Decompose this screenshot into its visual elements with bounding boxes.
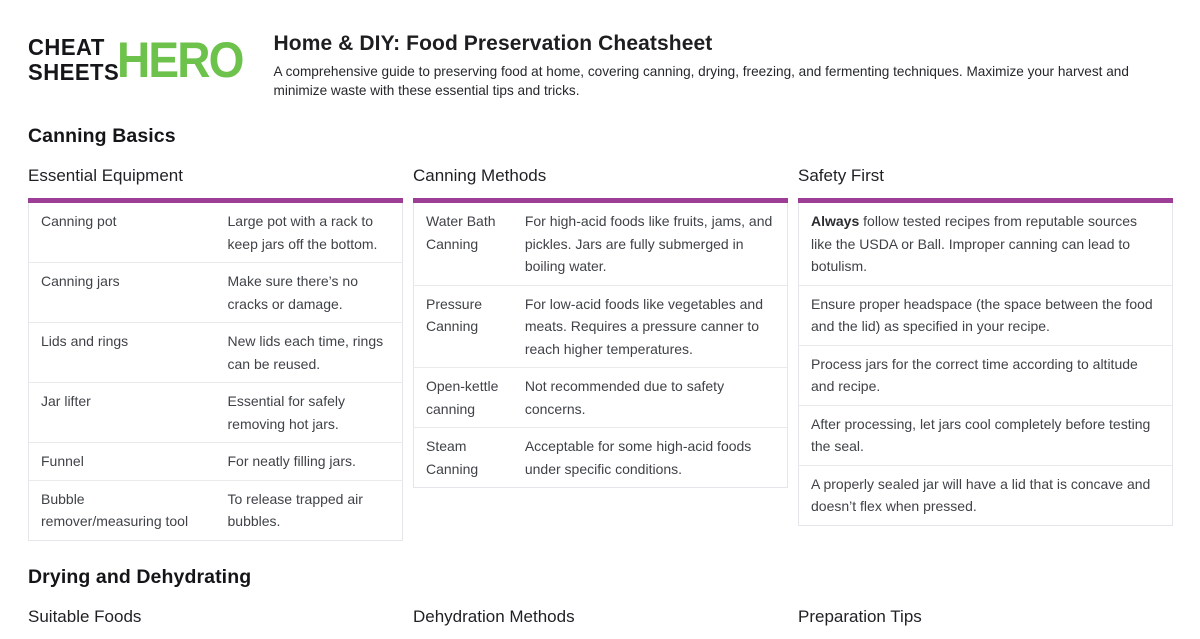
safety-item-bold: Always: [811, 213, 860, 229]
method-desc: For high-acid foods like fruits, jams, a…: [524, 213, 773, 274]
safety-item: Always follow tested recipes from reputa…: [799, 203, 1172, 285]
accent-bar: [28, 198, 403, 203]
logo-word-hero: HERO: [117, 32, 244, 88]
equipment-term: Canning pot: [41, 213, 117, 229]
header-text: Home & DIY: Food Preservation Cheatsheet…: [274, 30, 1174, 100]
equipment-term: Jar lifter: [41, 393, 91, 409]
safety-item-text: follow tested recipes from reputable sou…: [811, 213, 1138, 274]
equipment-desc: For neatly filling jars.: [227, 453, 356, 469]
logo-word-cheat: CHEAT: [28, 34, 105, 60]
card-dehydration-methods: Dehydration Methods: [413, 607, 788, 639]
method-term: Pressure Canning: [426, 295, 483, 335]
section-title-canning-basics: Canning Basics: [28, 125, 176, 147]
card-title-essential-equipment: Essential Equipment: [28, 166, 183, 185]
canning-methods-table: Water Bath Canning For high-acid foods l…: [413, 203, 788, 488]
method-desc: Not recommended due to safety concerns.: [524, 378, 725, 417]
table-row: Water Bath Canning For high-acid foods l…: [414, 203, 787, 286]
table-row: Always follow tested recipes from reputa…: [799, 203, 1172, 286]
method-term: Water Bath Canning: [426, 213, 496, 252]
method-desc: For low-acid foods like vegetables and m…: [524, 295, 763, 357]
equipment-term: Lids and rings: [41, 333, 129, 349]
card-title-suitable-foods: Suitable Foods: [28, 606, 142, 626]
card-title-canning-methods: Canning Methods: [413, 166, 547, 185]
card-suitable-foods: Suitable Foods: [28, 607, 403, 639]
table-row: Steam Canning Acceptable for some high-a…: [414, 428, 787, 487]
card-essential-equipment: Essential Equipment Canning pot Large po…: [28, 166, 403, 541]
page-subtitle: A comprehensive guide to preserving food…: [273, 64, 1129, 98]
section-title-drying-dehydrating: Drying and Dehydrating: [28, 565, 252, 588]
equipment-term: Canning jars: [41, 273, 120, 289]
table-row: Bubble remover/measuring tool To release…: [29, 481, 402, 540]
safety-item: A properly sealed jar will have a lid th…: [799, 466, 1172, 525]
method-term: Steam Canning: [426, 438, 479, 477]
accent-bar: [798, 198, 1173, 203]
method-desc: Acceptable for some high-acid foods unde…: [524, 438, 752, 477]
table-row: Open-kettle canning Not recommended due …: [414, 368, 787, 428]
safety-item-text: After processing, let jars cool complete…: [811, 415, 1151, 455]
table-row: A properly sealed jar will have a lid th…: [799, 466, 1172, 525]
equipment-desc: Make sure there’s no cracks or damage.: [227, 273, 358, 312]
page-header: CHEAT SHEETS HERO Home & DIY: Food Prese…: [28, 30, 1173, 100]
safety-first-table: Always follow tested recipes from reputa…: [798, 203, 1173, 526]
equipment-desc: Essential for safely removing hot jars.: [227, 393, 346, 432]
table-row: After processing, let jars cool complete…: [799, 406, 1172, 466]
logo-wordmark: CHEAT SHEETS: [28, 35, 123, 85]
accent-bar: [413, 198, 788, 203]
essential-equipment-table: Canning pot Large pot with a rack to kee…: [28, 203, 403, 541]
card-title-preparation-tips: Preparation Tips: [798, 606, 922, 626]
page-title: Home & DIY: Food Preservation Cheatsheet: [273, 32, 713, 55]
table-row: Jar lifter Essential for safely removing…: [29, 383, 402, 443]
safety-item: After processing, let jars cool complete…: [799, 406, 1172, 465]
table-row: Lids and rings New lids each time, rings…: [29, 323, 402, 383]
card-canning-methods: Canning Methods Water Bath Canning For h…: [413, 166, 788, 488]
table-row: Ensure proper headspace (the space betwe…: [799, 286, 1172, 346]
drying-cards: Suitable Foods Dehydration Methods Prepa…: [28, 607, 1173, 639]
card-preparation-tips: Preparation Tips: [798, 607, 1173, 639]
safety-item: Ensure proper headspace (the space betwe…: [799, 286, 1172, 345]
table-row: Canning jars Make sure there’s no cracks…: [29, 263, 402, 323]
safety-item-text: Ensure proper headspace (the space betwe…: [811, 295, 1153, 335]
card-title-safety-first: Safety First: [798, 166, 884, 185]
logo-word-sheets: SHEETS: [28, 59, 120, 85]
table-row: Canning pot Large pot with a rack to kee…: [29, 203, 402, 263]
safety-item: Process jars for the correct time accord…: [799, 346, 1172, 405]
equipment-desc: Large pot with a rack to keep jars off t…: [227, 213, 378, 252]
method-term: Open-kettle canning: [426, 378, 499, 417]
canning-cards: Essential Equipment Canning pot Large po…: [28, 166, 1173, 541]
equipment-term: Bubble remover/measuring tool: [41, 490, 189, 530]
table-row: Process jars for the correct time accord…: [799, 346, 1172, 406]
equipment-desc: New lids each time, rings can be reused.: [227, 333, 384, 372]
card-title-dehydration-methods: Dehydration Methods: [413, 606, 575, 626]
equipment-term: Funnel: [41, 453, 84, 469]
cheatsheetshero-logo: CHEAT SHEETS HERO: [28, 32, 254, 88]
safety-item-text: Process jars for the correct time accord…: [811, 355, 1138, 395]
equipment-desc: To release trapped air bubbles.: [227, 490, 363, 530]
table-row: Pressure Canning For low-acid foods like…: [414, 286, 787, 368]
table-row: Funnel For neatly filling jars.: [29, 443, 402, 481]
safety-item-text: A properly sealed jar will have a lid th…: [811, 475, 1151, 515]
card-safety-first: Safety First Always follow tested recipe…: [798, 166, 1173, 526]
